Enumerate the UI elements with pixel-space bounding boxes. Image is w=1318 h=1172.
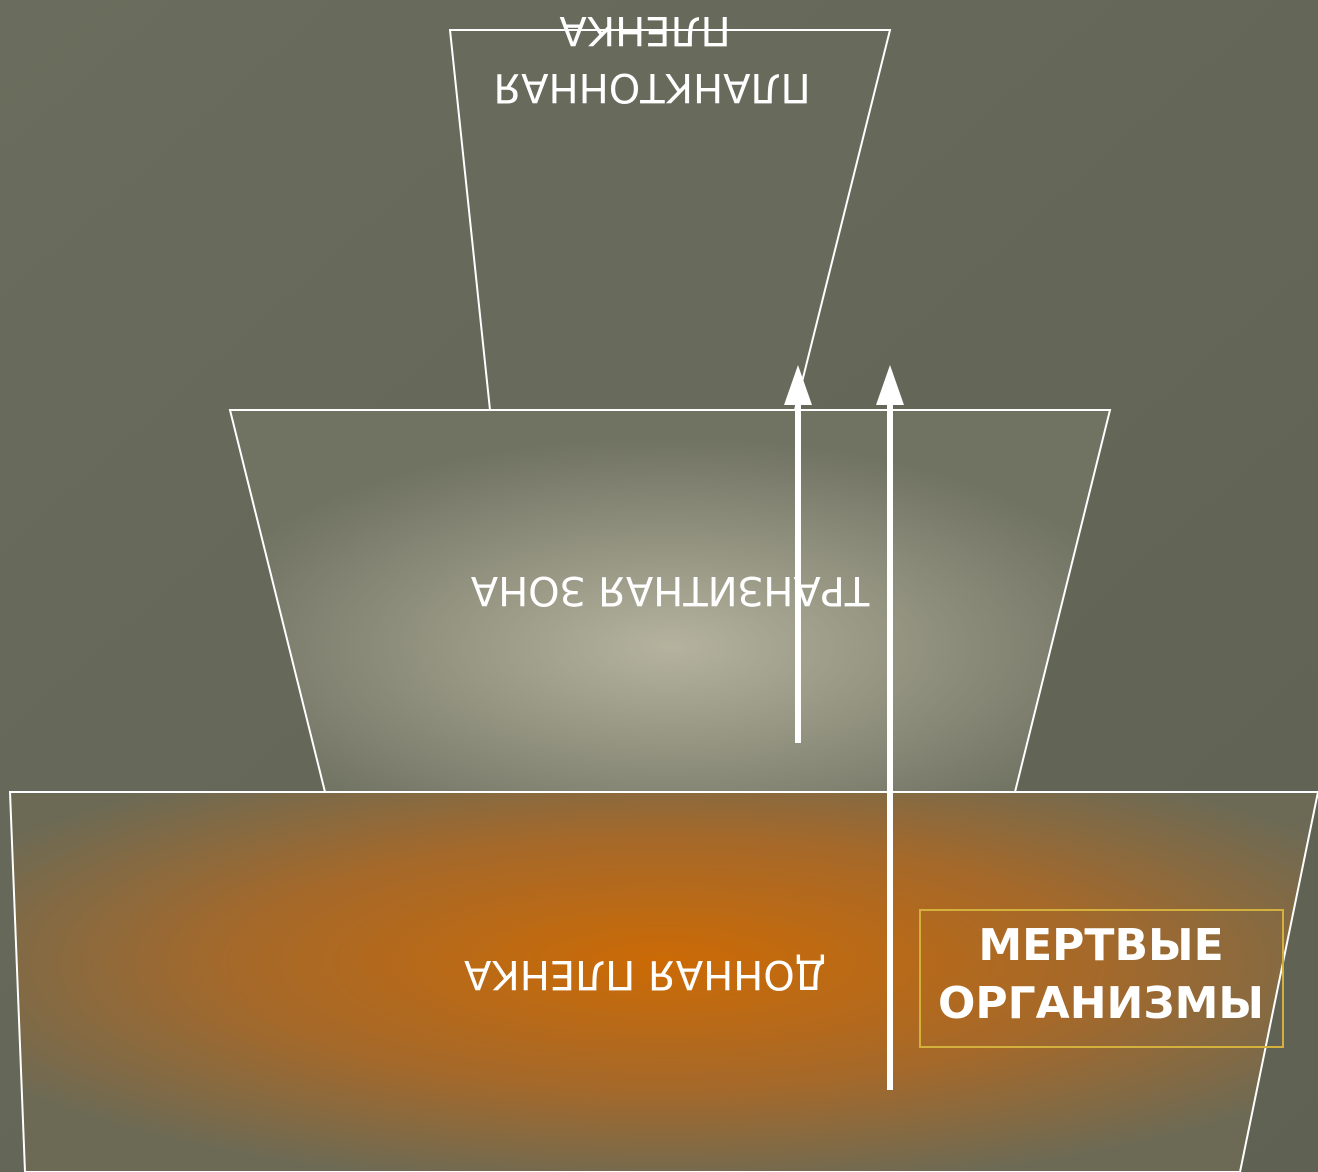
layer-label: ПЛЕНКА xyxy=(559,7,731,53)
box-label: ОРГАНИЗМЫ xyxy=(938,978,1264,1029)
bottom-layer xyxy=(8,791,1318,1172)
layer-label: ТРАНЗИТНАЯ ЗОНА xyxy=(470,567,870,613)
arrow xyxy=(784,365,812,743)
arrow xyxy=(876,365,904,1090)
box-label: МЕРТВЫЕ xyxy=(978,920,1223,971)
layer-label: ДОННАЯ ПЛЕНКА xyxy=(463,951,826,997)
label-box xyxy=(919,909,1284,1048)
layer-label: ПЛАНКТОННАЯ xyxy=(493,64,810,110)
